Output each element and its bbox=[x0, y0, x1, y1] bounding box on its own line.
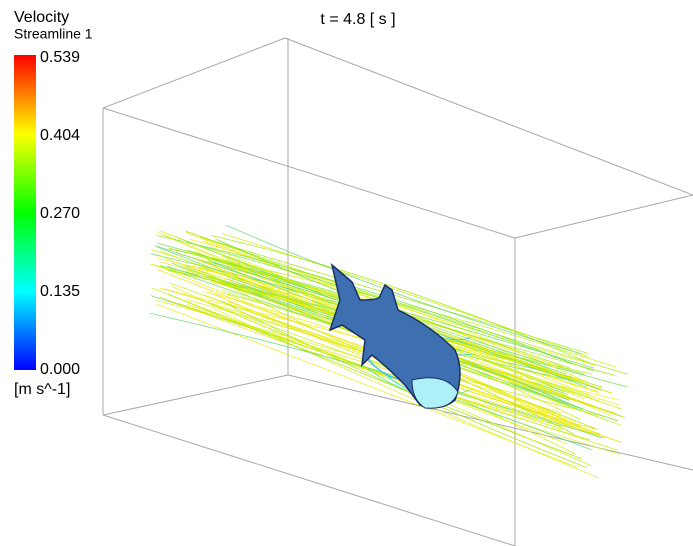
legend-tick-label: 0.539 bbox=[40, 49, 80, 66]
viewer: Velocity Streamline 1 0.539 0.404 0.270 0.1… bbox=[0, 0, 693, 546]
legend-subtitle: Streamline 1 bbox=[14, 26, 93, 42]
box-edge bbox=[515, 195, 693, 238]
legend-tick-label: 0.000 bbox=[40, 361, 80, 378]
box-edge bbox=[103, 415, 515, 546]
domain-box bbox=[103, 38, 693, 546]
legend-ticks: 0.539 0.404 0.270 0.135 0.000 bbox=[40, 49, 80, 378]
legend-tick-label: 0.270 bbox=[40, 205, 80, 222]
legend-title: Velocity bbox=[14, 9, 69, 26]
legend-tick-label: 0.404 bbox=[40, 127, 80, 144]
box-edge bbox=[285, 38, 693, 195]
color-bar bbox=[14, 55, 36, 370]
box-edge bbox=[103, 375, 288, 415]
legend-units: [m s^-1] bbox=[14, 381, 70, 398]
scene: Velocity Streamline 1 0.539 0.404 0.270 0.1… bbox=[0, 0, 693, 546]
box-edge bbox=[288, 375, 693, 470]
legend-tick-label: 0.135 bbox=[40, 283, 80, 300]
box-edge bbox=[103, 38, 285, 108]
box-edge bbox=[103, 108, 515, 238]
time-label: t = 4.8 [ s ] bbox=[320, 11, 395, 28]
